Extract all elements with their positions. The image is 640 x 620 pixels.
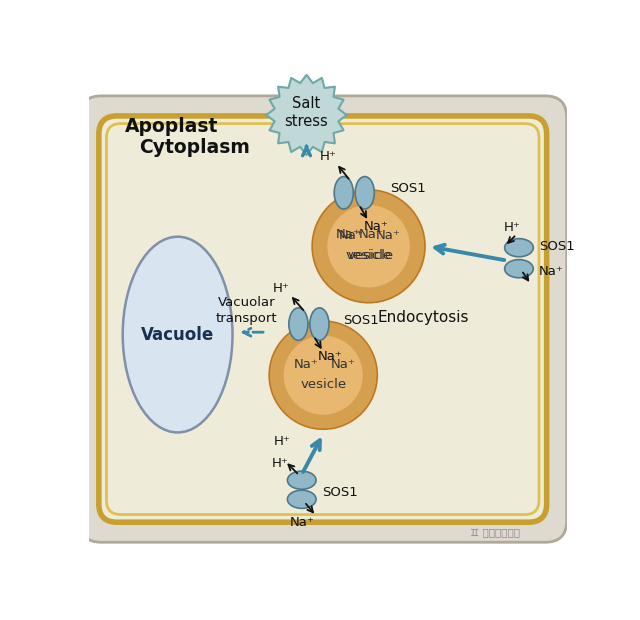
Ellipse shape <box>334 177 353 209</box>
Text: Na⁺: Na⁺ <box>539 265 564 278</box>
Circle shape <box>268 321 378 430</box>
Text: SOS1: SOS1 <box>390 182 426 195</box>
Text: Na⁺: Na⁺ <box>364 219 388 232</box>
Ellipse shape <box>287 490 316 508</box>
FancyBboxPatch shape <box>99 116 547 522</box>
Circle shape <box>270 322 376 428</box>
Text: Na⁺: Na⁺ <box>339 229 364 242</box>
Text: H⁺: H⁺ <box>273 281 289 294</box>
Text: SOS1: SOS1 <box>539 240 575 253</box>
Text: Na⁺: Na⁺ <box>318 350 343 363</box>
Polygon shape <box>266 75 347 155</box>
Circle shape <box>313 191 424 302</box>
Text: Apoplast: Apoplast <box>125 117 218 136</box>
Ellipse shape <box>310 308 329 340</box>
Text: Na⁺: Na⁺ <box>358 228 383 241</box>
Text: Na⁺: Na⁺ <box>336 228 361 241</box>
Text: SOS1: SOS1 <box>322 485 358 498</box>
Ellipse shape <box>504 260 533 278</box>
Text: ♊ 植物研究进展: ♊ 植物研究进展 <box>470 528 520 538</box>
Ellipse shape <box>123 237 232 433</box>
Text: Endocytosis: Endocytosis <box>378 311 469 326</box>
Text: H⁺: H⁺ <box>273 435 290 448</box>
Circle shape <box>311 189 426 304</box>
Ellipse shape <box>504 239 533 257</box>
Ellipse shape <box>287 471 316 489</box>
Text: vesicle: vesicle <box>348 249 394 262</box>
Text: H⁺: H⁺ <box>272 457 289 470</box>
Ellipse shape <box>289 308 308 340</box>
Text: Na⁺: Na⁺ <box>376 229 401 242</box>
Text: Na⁺: Na⁺ <box>289 516 314 529</box>
Text: H⁺: H⁺ <box>319 151 337 164</box>
Text: Na⁺: Na⁺ <box>336 249 361 262</box>
Text: vesicle: vesicle <box>300 378 346 391</box>
Text: Cytoplasm: Cytoplasm <box>140 138 250 157</box>
Ellipse shape <box>355 177 374 209</box>
Text: Na⁺: Na⁺ <box>330 358 355 371</box>
Text: vesicle: vesicle <box>346 249 392 262</box>
Text: Vacuole: Vacuole <box>141 326 214 343</box>
Circle shape <box>284 335 363 415</box>
Text: Na⁺: Na⁺ <box>294 358 319 371</box>
FancyBboxPatch shape <box>80 96 566 542</box>
Text: H⁺: H⁺ <box>504 221 520 234</box>
Circle shape <box>327 205 410 288</box>
Text: Vacuolar
transport: Vacuolar transport <box>216 296 278 326</box>
Text: Salt
stress: Salt stress <box>285 96 328 130</box>
Text: SOS1: SOS1 <box>343 314 379 327</box>
